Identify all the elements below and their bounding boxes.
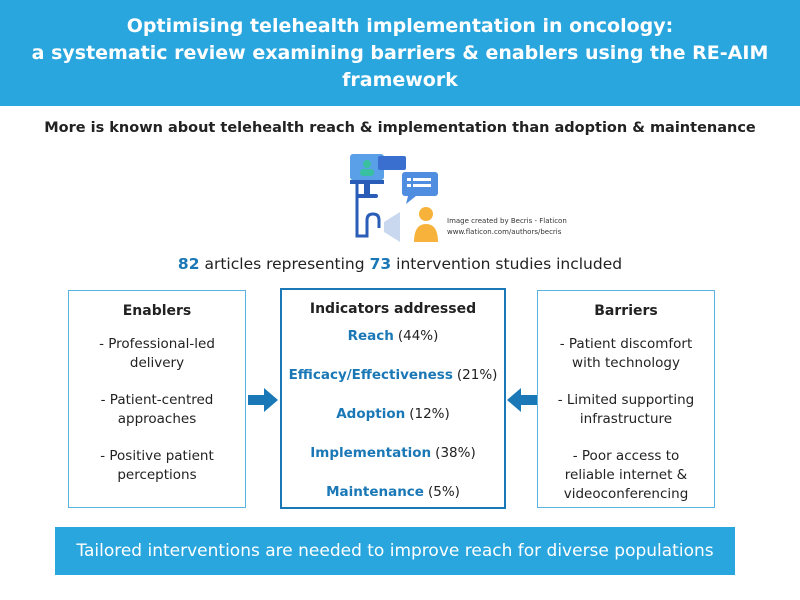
subtitle: More is known about telehealth reach & i… [44,120,756,136]
indicator: Maintenance (5%) [282,483,504,502]
arrow-left [507,388,537,412]
box-title: Enablers [122,303,192,319]
barriers-box: Barriers - Patient discomfort with techno… [537,290,715,508]
indicator: Implementation (38%) [282,444,504,463]
list-item: - Professional-led delivery [99,336,215,371]
title-line: a systematic review examining barriers &… [31,41,769,64]
indicator-share: (12%) [409,406,450,422]
list-item: - Limited supporting infrastructure [557,392,695,427]
study-count: 73 [369,255,392,273]
credit-line: www.flaticon.com/authors/becris [447,228,562,236]
footer: Tailored interventions are needed to imp… [55,527,735,575]
box-title: Indicators addressed [309,301,477,317]
telehealth-icon [350,154,438,242]
enablers-box: Enablers - Professional-led delivery - Pat… [68,290,246,508]
summary: 82 articles representing 73 intervention st… [0,255,800,273]
indicator-share: (21%) [456,367,498,383]
summary-text: intervention studies included [396,255,623,273]
list-item: - Positive patient perceptions [100,448,214,483]
image-credit: Image created by Becris - Flaticon www.f… [447,216,567,238]
box-title: Barriers [594,303,658,319]
list-item: - Poor access to reliable internet & vid… [563,448,689,502]
list-item: - Patient discomfort with technology [559,336,693,371]
indicator: Reach (44%) [282,327,504,346]
indicator-share: (5%) [427,484,460,500]
credit-line: Image created by Becris - Flaticon [447,217,567,225]
indicator: Adoption (12%) [282,405,504,424]
list-item: - Patient-centred approaches [100,392,214,427]
header: Optimising telehealth implementation in … [0,0,800,106]
title-line: Optimising telehealth implementation in … [126,14,674,37]
indicator-share: (38%) [435,445,476,461]
indicator-name: Adoption [336,406,406,422]
title-line: framework [342,68,458,91]
indicator-name: Maintenance [326,484,424,500]
indicator-name: Implementation [310,445,432,461]
indicator-name: Reach [347,328,394,344]
summary-text: articles representing [204,255,365,273]
indicator: Efficacy/Effectiveness (21%) [282,366,504,385]
article-count: 82 [177,255,200,273]
indicator-name: Efficacy/Effectiveness [288,367,453,383]
indicator-share: (44%) [397,328,439,344]
arrow-right [248,388,278,412]
indicators-box: Indicators addressed Reach (44%) Efficacy/E… [280,288,506,509]
